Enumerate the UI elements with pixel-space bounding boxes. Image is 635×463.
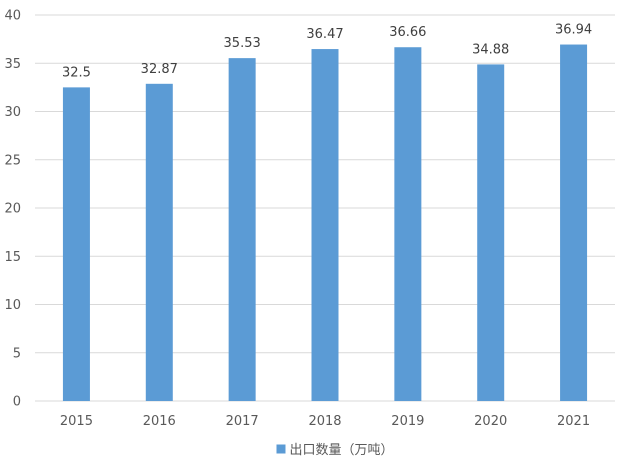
y-tick-label: 5 xyxy=(13,346,21,361)
x-tick-label-2021: 2021 xyxy=(557,414,590,429)
x-tick-label-2020: 2020 xyxy=(474,414,507,429)
data-label-2021: 36.94 xyxy=(555,23,592,38)
bar-2020 xyxy=(477,64,505,402)
legend-label: 出口数量（万吨） xyxy=(289,443,393,458)
y-tick-label: 25 xyxy=(4,153,21,168)
bar-2017 xyxy=(228,58,256,401)
legend-swatch xyxy=(276,444,286,454)
data-label-2017: 35.53 xyxy=(224,36,261,51)
y-tick-label: 15 xyxy=(4,250,21,265)
data-label-2015: 32.5 xyxy=(62,65,91,80)
x-tick-label-2018: 2018 xyxy=(308,414,341,429)
y-tick-label: 40 xyxy=(4,9,21,24)
x-tick-label-2016: 2016 xyxy=(143,414,176,429)
y-tick-label: 10 xyxy=(4,298,21,313)
y-tick-label: 35 xyxy=(4,57,21,72)
y-tick-label: 30 xyxy=(4,105,21,120)
y-axis-tick-labels: 0 5 10 15 20 25 30 35 40 xyxy=(4,9,21,410)
y-tick-label: 0 xyxy=(13,395,21,410)
data-label-2020: 34.88 xyxy=(472,42,509,57)
x-tick-label-2019: 2019 xyxy=(391,414,424,429)
legend: 出口数量（万吨） xyxy=(276,443,394,458)
bar-2021 xyxy=(560,44,588,402)
bar-2018 xyxy=(311,49,339,401)
data-label-2018: 36.47 xyxy=(306,27,343,42)
bar-2016 xyxy=(145,83,173,401)
data-labels: 32.5 32.87 35.53 36.47 36.66 34.88 36.94 xyxy=(62,23,592,81)
x-axis-tick-labels: 2015 2016 2017 2018 2019 2020 2021 xyxy=(60,414,590,429)
data-label-2016: 32.87 xyxy=(141,62,178,77)
y-tick-label: 20 xyxy=(4,202,21,217)
x-tick-label-2015: 2015 xyxy=(60,414,93,429)
bar-2015 xyxy=(62,87,90,401)
x-tick-label-2017: 2017 xyxy=(226,414,259,429)
bar-2019 xyxy=(394,47,422,402)
data-label-2019: 36.66 xyxy=(389,25,426,40)
bars xyxy=(62,44,588,402)
